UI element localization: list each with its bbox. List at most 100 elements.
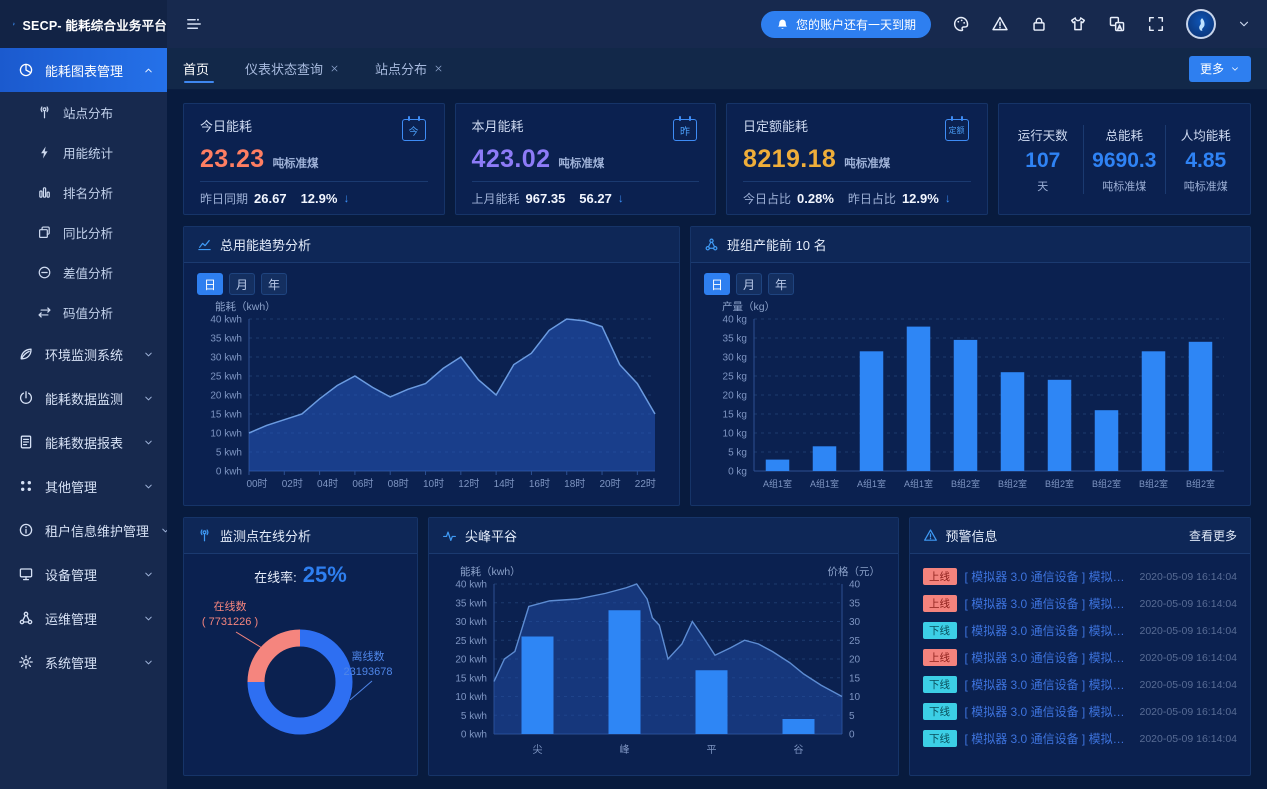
svg-text:A组1室: A组1室 [904, 478, 933, 489]
svg-text:16时: 16时 [529, 478, 550, 490]
sidebar-group[interactable]: 能耗图表管理 [0, 48, 167, 92]
summary-panel: 运行天数 107 天总能耗 9690.3 吨标准煤 人均能耗 4.85 吨标准煤 [997, 103, 1251, 215]
stat-footer: 上月能耗 967.35 56.27 ↓ [471, 181, 700, 214]
tab[interactable]: 仪表状态查询 [245, 48, 339, 89]
menu-collapse-icon[interactable] [185, 15, 203, 33]
alert-row[interactable]: 下线 [ 模拟器 3.0 通信设备 ] 模拟器 3.0... 2020-05-09 … [922, 698, 1237, 725]
sidebar-subitem-label: 站点分布 [63, 106, 114, 121]
chevron-down-icon [143, 613, 154, 624]
tab-close-icon[interactable] [434, 64, 443, 73]
antenna-icon [37, 105, 52, 120]
sidebar-group[interactable]: 能耗数据报表 [0, 420, 167, 464]
fullscreen-icon[interactable] [1147, 15, 1165, 33]
more-button-label: 更多 [1199, 62, 1224, 76]
alert-message: [ 模拟器 3.0 通信设备 ] 模拟器 3.0... [964, 732, 1132, 746]
stat-value: 23.23 [200, 145, 265, 173]
range-toggle[interactable]: 日 [197, 273, 224, 295]
view-more-link[interactable]: 查看更多 [1188, 529, 1237, 543]
tab-label: 站点分布 [375, 62, 428, 77]
stats-row: 今日能耗 今 23.23 吨标准煤 昨日同期 26.67 12.9% ↓ 本月能耗 昨 423.02… [183, 103, 1251, 215]
svg-text:20 kg: 20 kg [722, 391, 746, 402]
sidebar-group[interactable]: 运维管理 [0, 596, 167, 640]
range-toggle[interactable]: 月 [735, 273, 762, 295]
bar-chart-icon [37, 185, 52, 200]
alert-row[interactable]: 下线 [ 模拟器 3.0 通信设备 ] 模拟器 3.0... 2020-05-09 … [922, 671, 1237, 698]
user-menu-chevron-icon[interactable] [1237, 17, 1251, 31]
svg-text:10时: 10时 [423, 478, 444, 490]
svg-text:5 kwh: 5 kwh [461, 711, 487, 722]
flame-logo-icon [12, 14, 16, 34]
sidebar-subitem[interactable]: 站点分布 [0, 92, 167, 132]
svg-text:0 kwh: 0 kwh [216, 467, 242, 478]
theme-tshirt-icon[interactable] [1069, 15, 1087, 33]
svg-text:40 kwh: 40 kwh [210, 315, 242, 326]
chevron-down-icon [143, 481, 154, 492]
sidebar-group[interactable]: 设备管理 [0, 552, 167, 596]
range-toggle[interactable]: 年 [261, 273, 288, 295]
info-circle-icon [18, 522, 34, 538]
lock-icon[interactable] [1030, 15, 1048, 33]
alert-row[interactable]: 上线 [ 模拟器 3.0 通信设备 ] 模拟器 3.0... 2020-05-09 … [922, 590, 1237, 617]
alert-row[interactable]: 下线 [ 模拟器 3.0 通信设备 ] 模拟器 3.0... 2020-05-09 … [922, 725, 1238, 752]
online-rate-value: 25% [302, 562, 347, 587]
sidebar-group[interactable]: 其他管理 [0, 464, 167, 508]
alert-row[interactable]: 上线 [ 模拟器 3.0 通信设备 ] 模拟器 3.0... 2020-05-09 … [922, 563, 1237, 590]
translate-icon[interactable] [1108, 15, 1126, 33]
sidebar-subitem-label: 排名分析 [63, 186, 114, 201]
svg-text:20 kwh: 20 kwh [455, 655, 487, 666]
arrow-down-icon: ↓ [343, 191, 350, 205]
svg-text:能耗（kwh）: 能耗（kwh） [215, 300, 276, 313]
alert-timestamp: 2020-05-09 16:14:04 [1139, 732, 1238, 745]
palette-icon[interactable] [952, 15, 970, 33]
sidebar-group-label: 运维管理 [45, 611, 98, 627]
peak-valley-chart: 能耗（kwh） 价格（元） 0 kwh 0 5 kwh 5 10 kwh 10 15 kwh 15… [455, 565, 880, 756]
status-badge: 下线 [922, 703, 957, 720]
svg-text:40 kwh: 40 kwh [455, 580, 487, 591]
range-toggle[interactable]: 月 [229, 273, 256, 295]
chevron-down-icon [143, 393, 154, 404]
svg-text:B组2室: B组2室 [1139, 478, 1168, 489]
tab[interactable]: 首页 [183, 48, 215, 89]
sidebar-subitem[interactable]: 码值分析 [0, 292, 167, 332]
svg-text:B组2室: B组2室 [1045, 478, 1074, 489]
sidebar-group[interactable]: 租户信息维护管理 [0, 508, 167, 552]
sidebar-subitem[interactable]: 差值分析 [0, 252, 167, 292]
chevron-down-icon [1230, 64, 1240, 74]
range-toggle[interactable]: 日 [703, 273, 730, 295]
tab-bar: 首页 仪表状态查询 站点分布 更多 [167, 48, 1267, 90]
more-button[interactable]: 更多 [1188, 55, 1251, 82]
flame-icon [1194, 17, 1209, 32]
pulse-icon [442, 528, 457, 543]
chevron-down-icon [143, 349, 154, 360]
tab[interactable]: 站点分布 [375, 48, 443, 89]
svg-text:25 kg: 25 kg [722, 372, 746, 383]
alert-row[interactable]: 上线 [ 模拟器 3.0 通信设备 ] 模拟器 3.0... 2020-05-09 … [922, 644, 1237, 671]
warning-icon[interactable] [991, 15, 1009, 33]
svg-text:35: 35 [849, 598, 861, 609]
stat-value: 8219.18 [743, 145, 837, 173]
alert-message: [ 模拟器 3.0 通信设备 ] 模拟器 3.0... [964, 570, 1132, 584]
card-title: 预警信息 [945, 529, 998, 544]
alert-row[interactable]: 下线 [ 模拟器 3.0 通信设备 ] 模拟器 3.0... 2020-05-09 … [922, 617, 1238, 644]
sidebar-group[interactable]: 系统管理 [0, 640, 167, 684]
sidebar-group[interactable]: 能耗数据监测 [0, 376, 167, 420]
svg-text:10 kwh: 10 kwh [210, 429, 242, 440]
sidebar: 能耗图表管理站点分布用能统计排名分析同比分析 差值分析 码值分析 环境监测系统 能耗数据… [0, 48, 167, 789]
card-title: 尖峰平谷 [464, 529, 517, 544]
sidebar-subitem[interactable]: 排名分析 [0, 172, 167, 212]
svg-text:谷: 谷 [793, 744, 803, 756]
svg-text:0: 0 [849, 730, 855, 741]
tab-close-icon[interactable] [330, 64, 339, 73]
account-expiry-notice[interactable]: 您的账户还有一天到期 [760, 10, 931, 38]
minus-circle-icon [37, 265, 52, 280]
svg-text:15 kwh: 15 kwh [455, 673, 487, 684]
arrow-down-icon: ↓ [617, 191, 624, 205]
alert-timestamp: 2020-05-09 16:14:04 [1139, 624, 1238, 637]
sidebar-subitem[interactable]: 同比分析 [0, 212, 167, 252]
alert-message: [ 模拟器 3.0 通信设备 ] 模拟器 3.0... [964, 597, 1132, 611]
sidebar-subitem[interactable]: 用能统计 [0, 132, 167, 172]
sidebar-group[interactable]: 环境监测系统 [0, 332, 167, 376]
avatar[interactable] [1186, 9, 1216, 39]
range-toggle[interactable]: 年 [767, 273, 794, 295]
